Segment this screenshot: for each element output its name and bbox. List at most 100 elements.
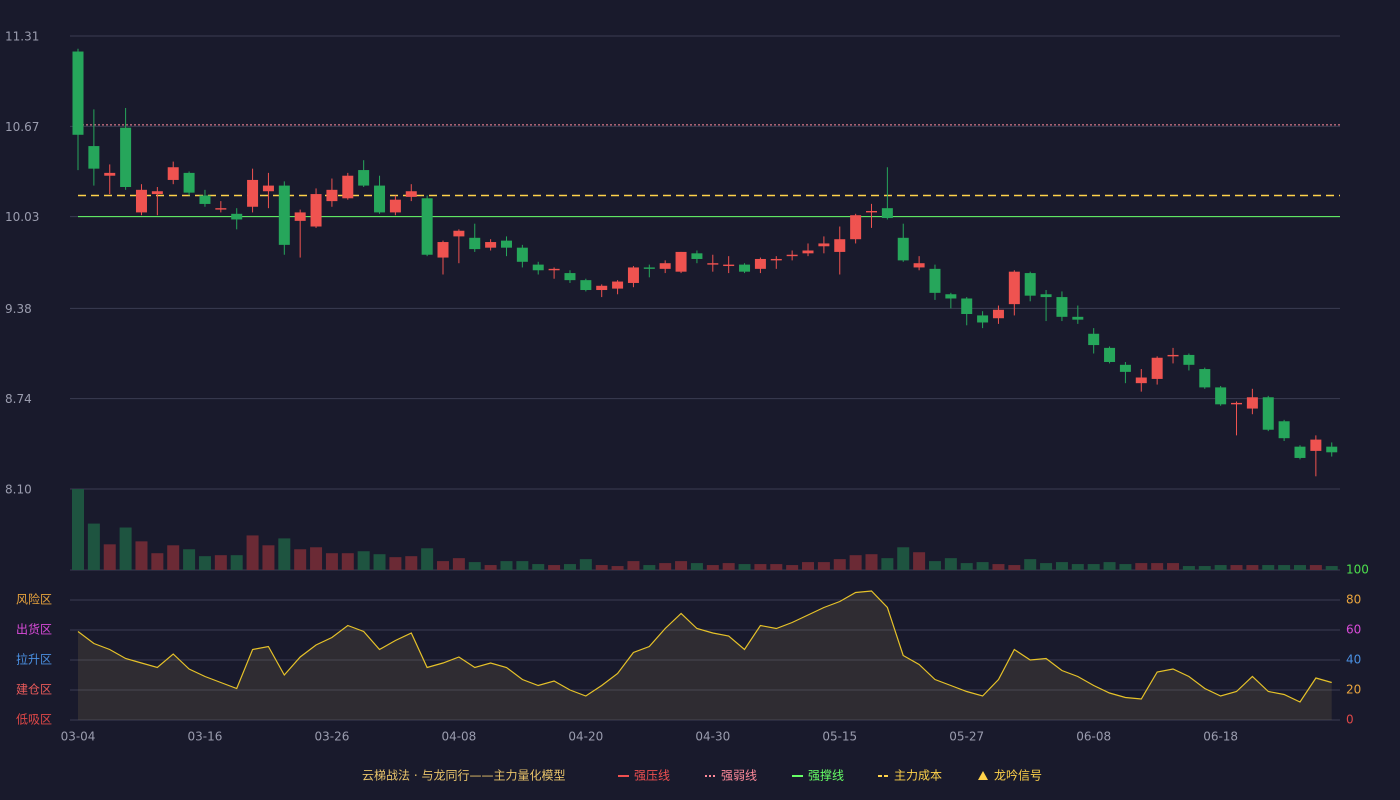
candle-body — [1008, 271, 1020, 305]
candle-body — [151, 191, 163, 195]
candle-body — [1167, 354, 1179, 357]
volume-bar — [325, 553, 338, 570]
candle-body — [961, 298, 973, 315]
x-tick-label: 04-20 — [568, 730, 603, 744]
candle-body — [469, 237, 481, 250]
y-tick-label: 8.74 — [5, 392, 32, 406]
volume-bar — [151, 553, 164, 570]
volume-bar — [1040, 563, 1053, 570]
candle-body — [1183, 354, 1195, 365]
candle-body — [723, 264, 735, 267]
volume-bar — [976, 562, 989, 570]
legend-title: 云梯战法 · 与龙同行——主力量化模型 — [362, 769, 565, 783]
candle-body — [72, 51, 84, 135]
volume-bar — [579, 559, 592, 570]
volume-bar — [262, 545, 275, 570]
volume-bar — [294, 549, 307, 570]
zone-label: 风险区 — [16, 592, 52, 607]
candle-body — [770, 258, 782, 261]
candle-body — [120, 127, 132, 187]
candle-body — [294, 212, 306, 221]
candle-body — [215, 208, 227, 210]
volume-bar — [389, 557, 402, 570]
candle-body — [818, 243, 830, 247]
volume-bar — [532, 564, 545, 570]
x-tick-label: 05-27 — [949, 730, 984, 744]
volume-bar — [357, 551, 370, 570]
candle-body — [199, 195, 211, 204]
legend-label: 强压线 — [634, 769, 670, 783]
candle-body — [1326, 446, 1338, 453]
volume-bar — [87, 523, 100, 570]
indicator-tick-label: 100 — [1346, 563, 1369, 577]
candle-body — [913, 263, 925, 268]
indicator-tick-label: 80 — [1346, 593, 1361, 607]
candle-body — [945, 294, 957, 299]
volume-bar — [1182, 566, 1195, 570]
candle-body — [897, 237, 909, 261]
volume-bar — [1198, 566, 1211, 570]
volume-bar — [643, 565, 656, 570]
candle-body — [1246, 397, 1258, 409]
candle-body — [992, 309, 1004, 319]
candle-body — [627, 267, 639, 283]
candle-body — [1135, 377, 1147, 384]
volume-bar — [913, 552, 926, 570]
volume-bar — [881, 558, 894, 570]
volume-bar — [198, 556, 211, 570]
volume-bar — [72, 489, 84, 570]
candle-body — [262, 185, 274, 192]
candle-body — [358, 170, 370, 186]
legend-label: 主力成本 — [894, 769, 942, 783]
volume-bar — [1214, 565, 1227, 570]
candle-body — [659, 263, 671, 269]
volume-bar — [135, 541, 148, 570]
candle-body — [1056, 297, 1068, 317]
volume-bar — [595, 565, 608, 570]
candle-body — [310, 194, 322, 227]
candle-body — [405, 191, 417, 197]
volume-bar — [484, 565, 497, 570]
y-tick-label: 11.31 — [5, 30, 39, 44]
volume-bar — [738, 564, 751, 570]
zone-label: 低吸区 — [16, 713, 52, 727]
indicator-tick-label: 20 — [1346, 683, 1361, 697]
indicator-tick-label: 40 — [1346, 653, 1361, 667]
y-tick-label: 8.10 — [5, 483, 32, 497]
volume-bar — [230, 555, 243, 570]
candle-body — [1151, 357, 1163, 379]
candle-body — [1215, 387, 1227, 405]
volume-bar — [754, 564, 767, 570]
volume-bar — [786, 565, 799, 570]
volume-bar — [1278, 565, 1291, 570]
volume-bar — [548, 565, 561, 570]
x-tick-label: 03-04 — [61, 730, 96, 744]
candle-body — [866, 210, 877, 213]
candle-body — [580, 280, 592, 291]
candle-body — [342, 175, 354, 199]
candle-body — [977, 315, 989, 323]
volume-bar — [690, 563, 703, 570]
candle-body — [1262, 397, 1274, 430]
volume-bar — [452, 558, 465, 570]
volume-bar — [706, 565, 719, 570]
x-tick-label: 06-18 — [1203, 730, 1238, 744]
candle-body — [1231, 402, 1243, 405]
x-tick-label: 04-08 — [441, 730, 476, 744]
volume-bar — [833, 559, 846, 570]
volume-bar — [817, 562, 830, 570]
candle-body — [675, 251, 687, 272]
candle-body — [1072, 316, 1084, 320]
volume-bar — [1119, 564, 1132, 570]
volume-bar — [278, 538, 291, 570]
volume-bar — [1055, 562, 1068, 570]
volume-bar — [897, 547, 910, 570]
x-tick-label: 03-16 — [188, 730, 223, 744]
candle-body — [278, 185, 290, 245]
volume-bar — [310, 547, 323, 570]
candle-body — [183, 172, 195, 193]
volume-bar — [500, 561, 513, 570]
candle-body — [739, 264, 751, 272]
volume-bar — [1008, 565, 1021, 570]
volume-bar — [865, 554, 878, 570]
